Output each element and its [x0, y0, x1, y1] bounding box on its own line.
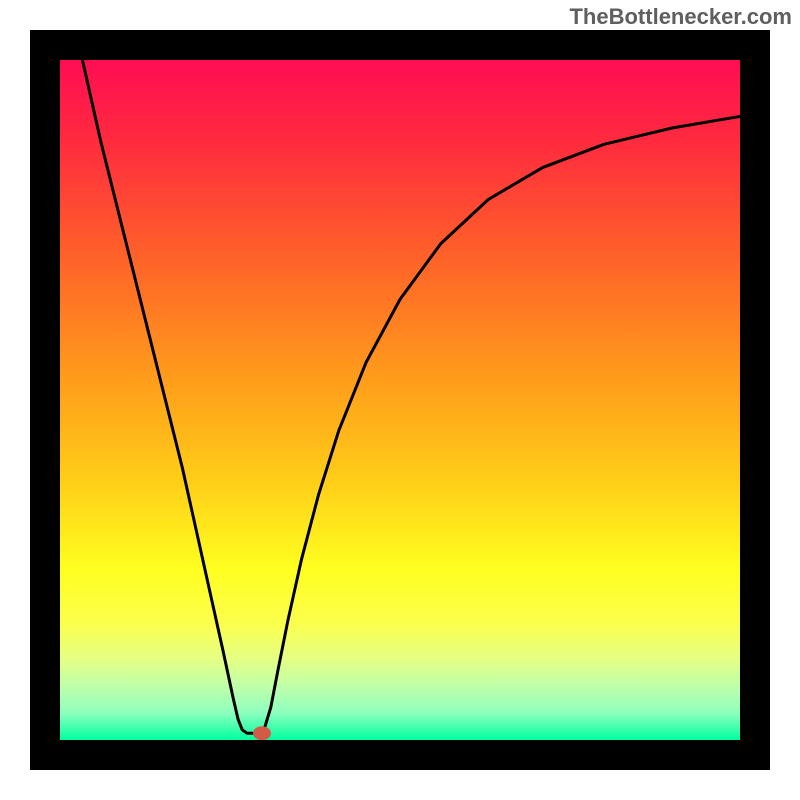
chart-frame [30, 30, 770, 770]
chart-background [60, 60, 740, 740]
attribution-text: TheBottlenecker.com [569, 4, 792, 30]
optimum-marker [253, 726, 271, 740]
root: TheBottlenecker.com [0, 0, 800, 800]
chart-svg [30, 30, 770, 770]
